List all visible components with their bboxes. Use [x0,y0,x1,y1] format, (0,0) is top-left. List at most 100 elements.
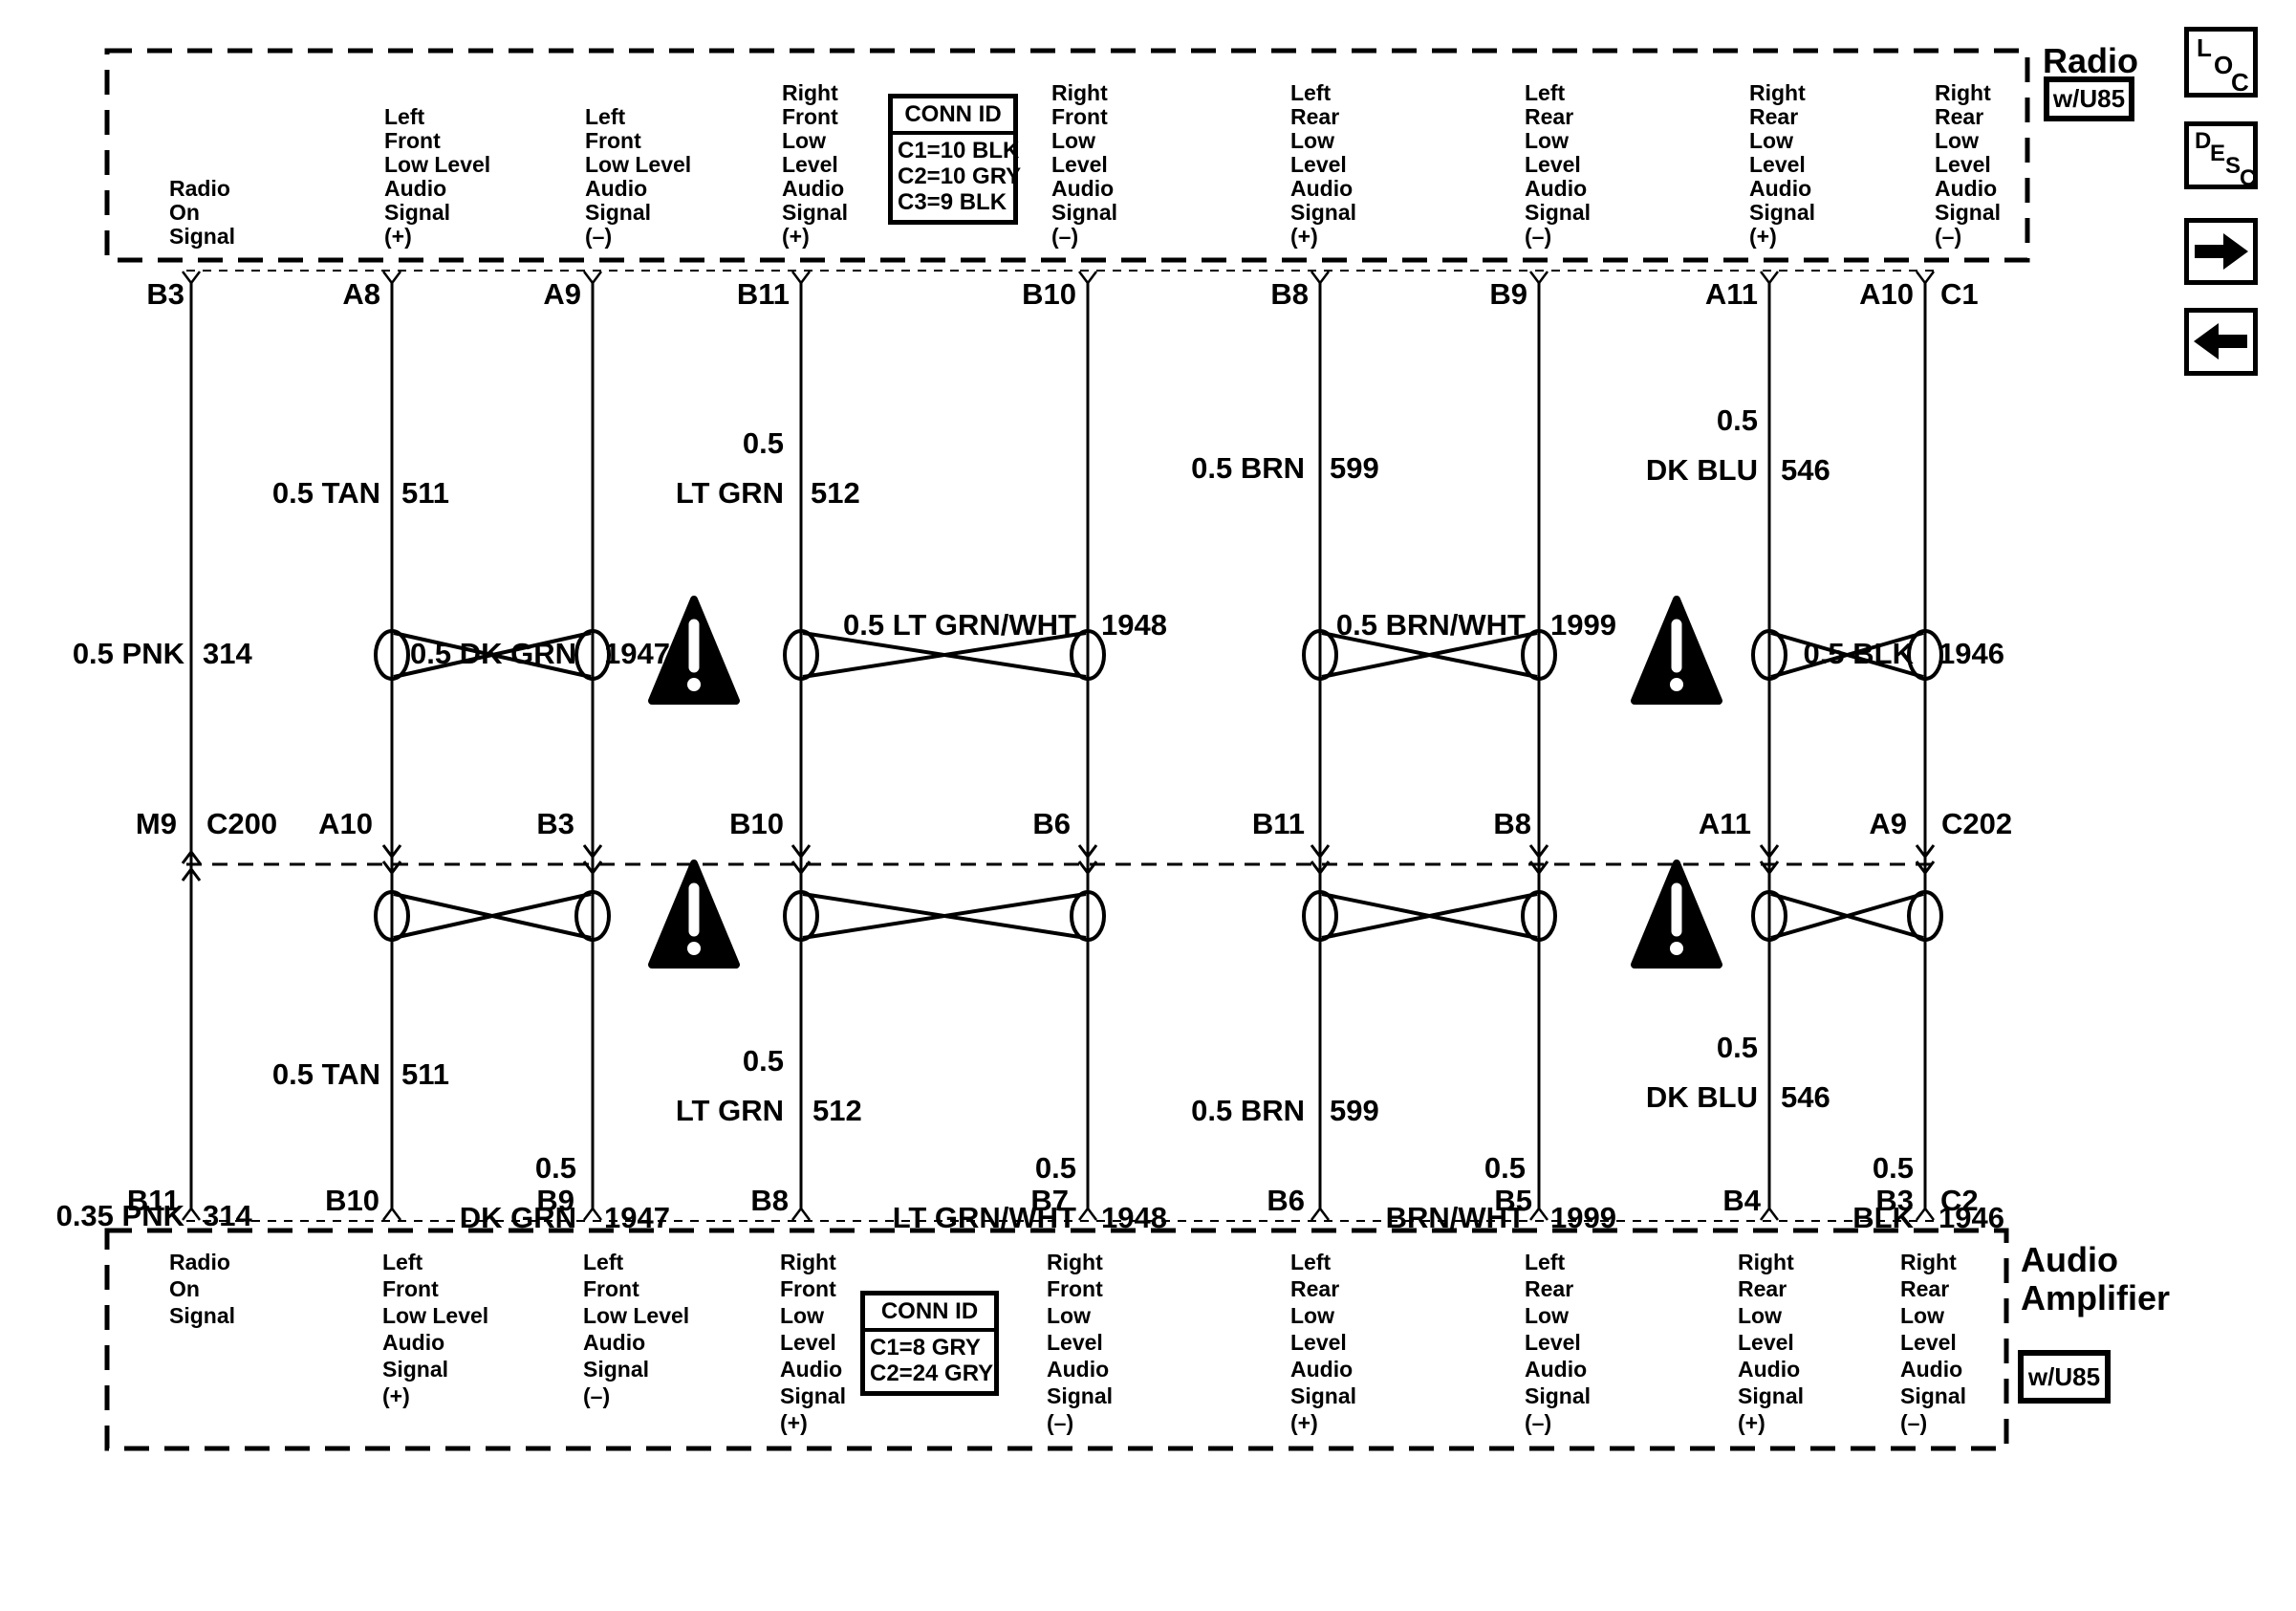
amp-signal-label: Left Front Low Level Audio Signal (+) [382,1250,489,1408]
wire-label: 0.5 [742,1044,784,1078]
pin-label: B11 [1251,807,1305,840]
conn-id-header: CONN ID [893,98,1013,135]
warning-triangle-icon [1631,860,1722,969]
twisted-pair-icon [1302,890,1557,942]
wire-label: 0.5 BLK [1803,637,1914,670]
amp-signal-label: Radio On Signal [169,1250,236,1328]
radio-signal-label: Right Rear Low Level Audio Signal (–) [1935,80,2002,249]
wire-label: 0.5 DK GRN [409,637,576,670]
radio-title: Radio [2043,41,2139,80]
wire-label: 0.5 [1484,1151,1526,1185]
wire-label: 0.5 [1872,1151,1914,1185]
wire-label: 0.5 [534,1151,576,1185]
amplifier-option-box: w/U85 [2018,1350,2111,1404]
wire-label: 0.5 TAN [271,1057,380,1091]
radio-signal-label: Radio On Signal [169,176,236,249]
radio-signal-label: Right Front Low Level Audio Signal (+) [782,80,849,249]
wire-label: 0.5 BRN [1191,451,1305,485]
conn-id-header: CONN ID [865,1295,994,1332]
radio-signal-label: Right Rear Low Level Audio Signal (+) [1749,80,1816,249]
amp-signal-label: Left Rear Low Level Audio Signal (+) [1290,1250,1357,1435]
wire-circuit: 512 [812,1094,862,1127]
desc-letter: S [2225,153,2242,179]
wire-circuit: 1946 [1939,1201,2004,1234]
twisted-pair-icon [783,629,1106,681]
twisted-pair-icon [1751,890,1943,942]
pin-label: B6 [1267,1184,1305,1217]
amp-signal-label: Right Front Low Level Audio Signal (–) [1047,1250,1114,1435]
wire-circuit: 1946 [1939,637,2004,670]
wire-circuit: 314 [203,1199,252,1232]
twisted-pair-icons-top [374,629,1943,681]
amp-signal-label: Left Front Low Level Audio Signal (–) [583,1250,690,1408]
wire-lines [189,283,1927,1208]
amplifier-conn-id-box: CONN ID C1=8 GRY C2=24 GRY [860,1291,999,1396]
connector-forks-bottom [182,1206,1935,1221]
radio-signal-label: Left Front Low Level Audio Signal (+) [384,104,491,249]
pin-label: B10 [1022,277,1076,311]
conn-id-line: C1=10 BLK [898,138,1020,163]
loc-letter: O [2214,51,2234,79]
amp-signal-label: Right Rear Low Level Audio Signal (+) [1738,1250,1805,1435]
wire-circuit: 546 [1781,1080,1830,1114]
connector-label: C200 [206,807,278,840]
twisted-pair-icons-bottom [374,890,1943,942]
wire-label: BLK [1852,1201,1914,1234]
desc-letter: C [2240,165,2257,191]
pin-label: B3 [1875,1184,1914,1217]
arrow-right-icon [2195,233,2248,270]
twisted-pair-icon [374,629,611,681]
pin-label: A8 [342,277,380,311]
amplifier-option-label: w/U85 [2027,1361,2101,1391]
pin-label: B7 [1030,1184,1069,1217]
amp-signal-label: Right Rear Low Level Audio Signal (–) [1900,1250,1967,1435]
pin-label: B6 [1032,807,1071,840]
pin-label: B10 [729,807,784,840]
desc-button[interactable]: D E S C [2184,121,2258,191]
wire-label: 0.5 LT GRN/WHT [842,608,1076,642]
pin-label: A10 [318,807,373,840]
conn-id-line: C2=10 GRY [898,163,1022,189]
previous-page-button[interactable] [2184,308,2258,376]
radio-signal-label: Right Front Low Level Audio Signal (–) [1051,80,1118,249]
connector-label: C1 [1940,277,1979,311]
wire-label: 0.5 BRN/WHT [1335,608,1526,642]
wire-circuit: 511 [401,476,450,510]
radio-signal-label: Left Rear Low Level Audio Signal (–) [1525,80,1592,249]
wire-label: LT GRN [675,1094,784,1127]
wire-label: DK BLU [1645,1080,1758,1114]
wire-circuit: 1948 [1101,608,1167,642]
amplifier-box-outline [104,1228,2009,1451]
pin-label: B8 [1270,277,1309,311]
amplifier-title: Audio Amplifier [2021,1240,2171,1317]
wire-circuit: 511 [401,1057,450,1091]
wire-circuit: 1947 [604,637,670,670]
twisted-pair-icon [783,890,1106,942]
loc-button[interactable]: L O C [2184,27,2258,98]
pin-label: A11 [1704,277,1758,311]
pin-label: A9 [543,277,581,311]
twisted-pair-icon [1751,629,1943,681]
pin-label: B9 [1489,277,1527,311]
wire-circuit: 546 [1781,453,1830,487]
wire-circuit: 1948 [1101,1201,1167,1234]
wire-label: DK BLU [1645,453,1758,487]
warning-triangle-icon [1631,596,1722,705]
arrow-left-icon [2194,323,2247,359]
wire-label: 0.35 PNK [55,1199,184,1232]
loc-letter: L [2197,33,2212,62]
wire-label: LT GRN [675,476,784,510]
wire-circuit: 314 [203,637,252,670]
wire-circuit: 599 [1330,451,1379,485]
pin-label: B4 [1722,1184,1761,1217]
twisted-pair-icon [374,890,611,942]
loc-letter: C [2231,68,2249,97]
connector-label: C202 [1941,807,2013,840]
wire-label: 0.5 BRN [1191,1094,1305,1127]
wire-label: 0.5 TAN [271,476,380,510]
wire-circuit: 599 [1330,1094,1379,1127]
pin-label: B11 [736,277,790,311]
next-page-button[interactable] [2184,218,2258,285]
